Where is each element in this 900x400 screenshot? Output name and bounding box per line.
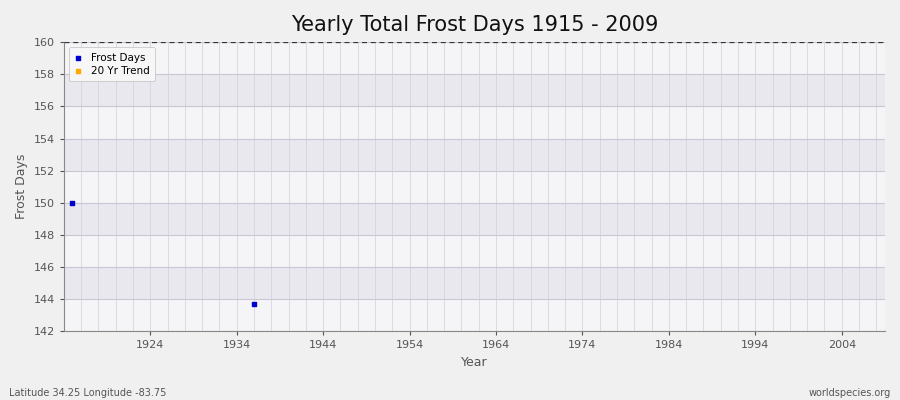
Bar bbox=[64, 42, 885, 74]
Frost Days bbox=[66, 200, 80, 206]
Text: Latitude 34.25 Longitude -83.75: Latitude 34.25 Longitude -83.75 bbox=[9, 388, 166, 398]
Bar bbox=[64, 203, 885, 235]
Y-axis label: Frost Days: Frost Days bbox=[15, 154, 28, 220]
Bar bbox=[64, 138, 885, 171]
Text: worldspecies.org: worldspecies.org bbox=[809, 388, 891, 398]
Legend: Frost Days, 20 Yr Trend: Frost Days, 20 Yr Trend bbox=[69, 47, 155, 81]
Bar bbox=[64, 74, 885, 106]
X-axis label: Year: Year bbox=[461, 356, 488, 369]
Bar bbox=[64, 267, 885, 299]
Bar bbox=[64, 171, 885, 203]
Bar bbox=[64, 299, 885, 332]
Frost Days bbox=[247, 301, 261, 307]
Bar bbox=[64, 106, 885, 138]
Title: Yearly Total Frost Days 1915 - 2009: Yearly Total Frost Days 1915 - 2009 bbox=[291, 15, 658, 35]
Bar bbox=[64, 235, 885, 267]
